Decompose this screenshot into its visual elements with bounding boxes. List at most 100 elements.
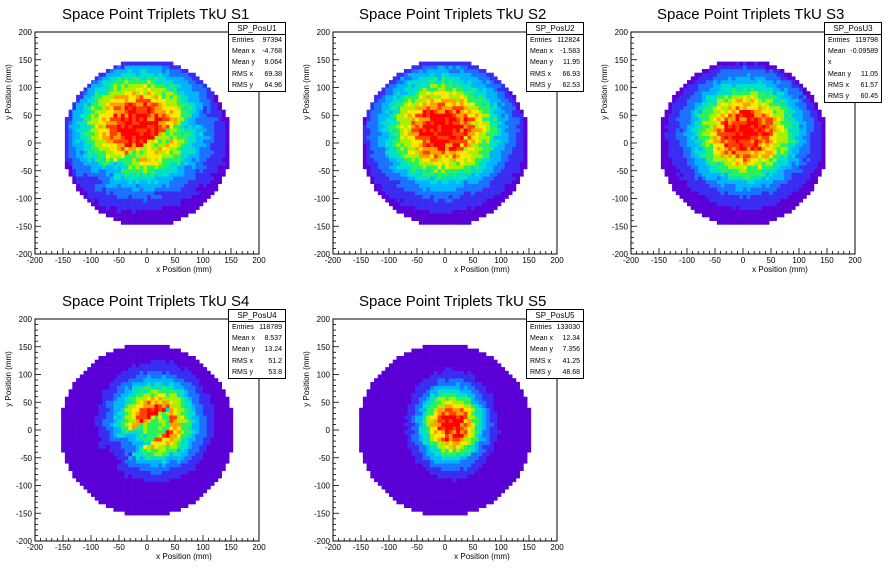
heatmap-cell — [411, 102, 416, 107]
heatmap-cell — [195, 128, 200, 133]
heatmap-cell — [467, 109, 472, 114]
heatmap-cell — [105, 120, 110, 125]
heatmap-cell — [188, 198, 193, 203]
heatmap-cell — [452, 128, 457, 133]
heatmap-cell — [143, 165, 148, 170]
heatmap-cell — [806, 102, 811, 107]
heatmap-cell — [806, 161, 811, 166]
heatmap-cell — [161, 106, 166, 110]
heatmap-cell — [817, 109, 822, 114]
heatmap-cell — [713, 87, 718, 92]
heatmap-cell — [493, 143, 498, 147]
heatmap-cell — [203, 187, 208, 192]
heatmap-cell — [76, 131, 81, 136]
heatmap-cell — [124, 205, 129, 210]
heatmap-cell — [471, 187, 476, 192]
heatmap-cell — [743, 83, 748, 88]
heatmap-cell — [161, 198, 166, 203]
heatmap-cell — [374, 102, 379, 107]
heatmap-cell — [158, 102, 163, 107]
heatmap-cell — [165, 69, 170, 73]
heatmap-cell — [471, 72, 476, 77]
heatmap-cell — [478, 154, 483, 159]
heatmap-cell — [504, 102, 509, 107]
heatmap-cell — [124, 65, 129, 70]
heatmap-cell — [161, 117, 166, 122]
heatmap-cell — [98, 94, 103, 99]
heatmap-cell — [109, 124, 114, 129]
heatmap-cell — [728, 87, 733, 92]
heatmap-cell — [486, 106, 491, 110]
heatmap-cell — [463, 109, 468, 114]
heatmap-cell — [370, 154, 375, 159]
heatmap-cell — [76, 106, 81, 110]
heatmap-cell — [813, 146, 818, 151]
heatmap-cell — [780, 154, 785, 159]
heatmap-cell — [694, 131, 699, 136]
heatmap-cell — [664, 146, 669, 151]
heatmap-cell — [176, 198, 181, 203]
heatmap-cell — [716, 80, 721, 85]
heatmap-cell — [482, 183, 487, 188]
heatmap-cell — [366, 131, 371, 136]
heatmap-cell — [180, 72, 185, 77]
heatmap-cell — [437, 165, 442, 170]
heatmap-cell — [445, 98, 450, 103]
heatmap-cell — [120, 217, 125, 221]
heatmap-cell — [810, 102, 815, 107]
heatmap-cell — [750, 106, 755, 110]
heatmap-cell — [403, 154, 408, 159]
heatmap-cell — [459, 76, 464, 81]
heatmap-cell — [396, 135, 401, 140]
heatmap-cell — [437, 146, 442, 151]
heatmap-cell — [418, 87, 423, 92]
heatmap-cell — [452, 165, 457, 170]
heatmap-cell — [780, 87, 785, 92]
heatmap-cell — [791, 76, 796, 81]
heatmap-cell — [221, 113, 226, 118]
heatmap-cell — [124, 150, 129, 155]
heatmap-cell — [68, 168, 73, 173]
heatmap-cell — [418, 91, 423, 96]
heatmap-cell — [392, 80, 397, 85]
heatmap-cell — [206, 157, 211, 162]
heatmap-cell — [105, 187, 110, 192]
heatmap-cell — [203, 120, 208, 125]
heatmap-cell — [735, 150, 740, 155]
heatmap-cell — [795, 165, 800, 170]
heatmap-cell — [91, 124, 96, 129]
heatmap-cell — [780, 135, 785, 140]
heatmap-cell — [467, 150, 472, 155]
heatmap-cell — [463, 146, 468, 151]
heatmap-cell — [441, 113, 446, 118]
heatmap-cell — [821, 131, 826, 136]
heatmap-cell — [91, 87, 96, 92]
heatmap-cell — [403, 117, 408, 122]
heatmap-cell — [508, 180, 513, 184]
heatmap-cell — [370, 168, 375, 173]
heatmap-cell — [504, 165, 509, 170]
stats-value: 64.96 — [264, 81, 282, 89]
heatmap-cell — [493, 157, 498, 162]
heatmap-cell — [795, 183, 800, 188]
heatmap-cell — [206, 180, 211, 184]
heatmap-cell — [188, 98, 193, 103]
heatmap-cell — [158, 83, 163, 88]
heatmap-cell — [787, 135, 792, 140]
heatmap-cell — [694, 150, 699, 155]
heatmap-cell — [206, 135, 211, 140]
heatmap-cell — [482, 72, 487, 77]
heatmap-cell — [772, 106, 777, 110]
heatmap-cell — [776, 176, 781, 181]
heatmap-cell — [739, 202, 744, 207]
heatmap-cell — [754, 106, 759, 110]
heatmap-cell — [72, 124, 77, 129]
heatmap-cell — [452, 106, 457, 110]
heatmap-cell — [512, 157, 517, 162]
heatmap-cell — [400, 146, 405, 151]
heatmap-cell — [418, 124, 423, 129]
heatmap-cell — [486, 209, 491, 214]
heatmap-cell — [426, 69, 431, 73]
heatmap-cell — [690, 80, 695, 85]
heatmap-cell — [102, 180, 107, 184]
